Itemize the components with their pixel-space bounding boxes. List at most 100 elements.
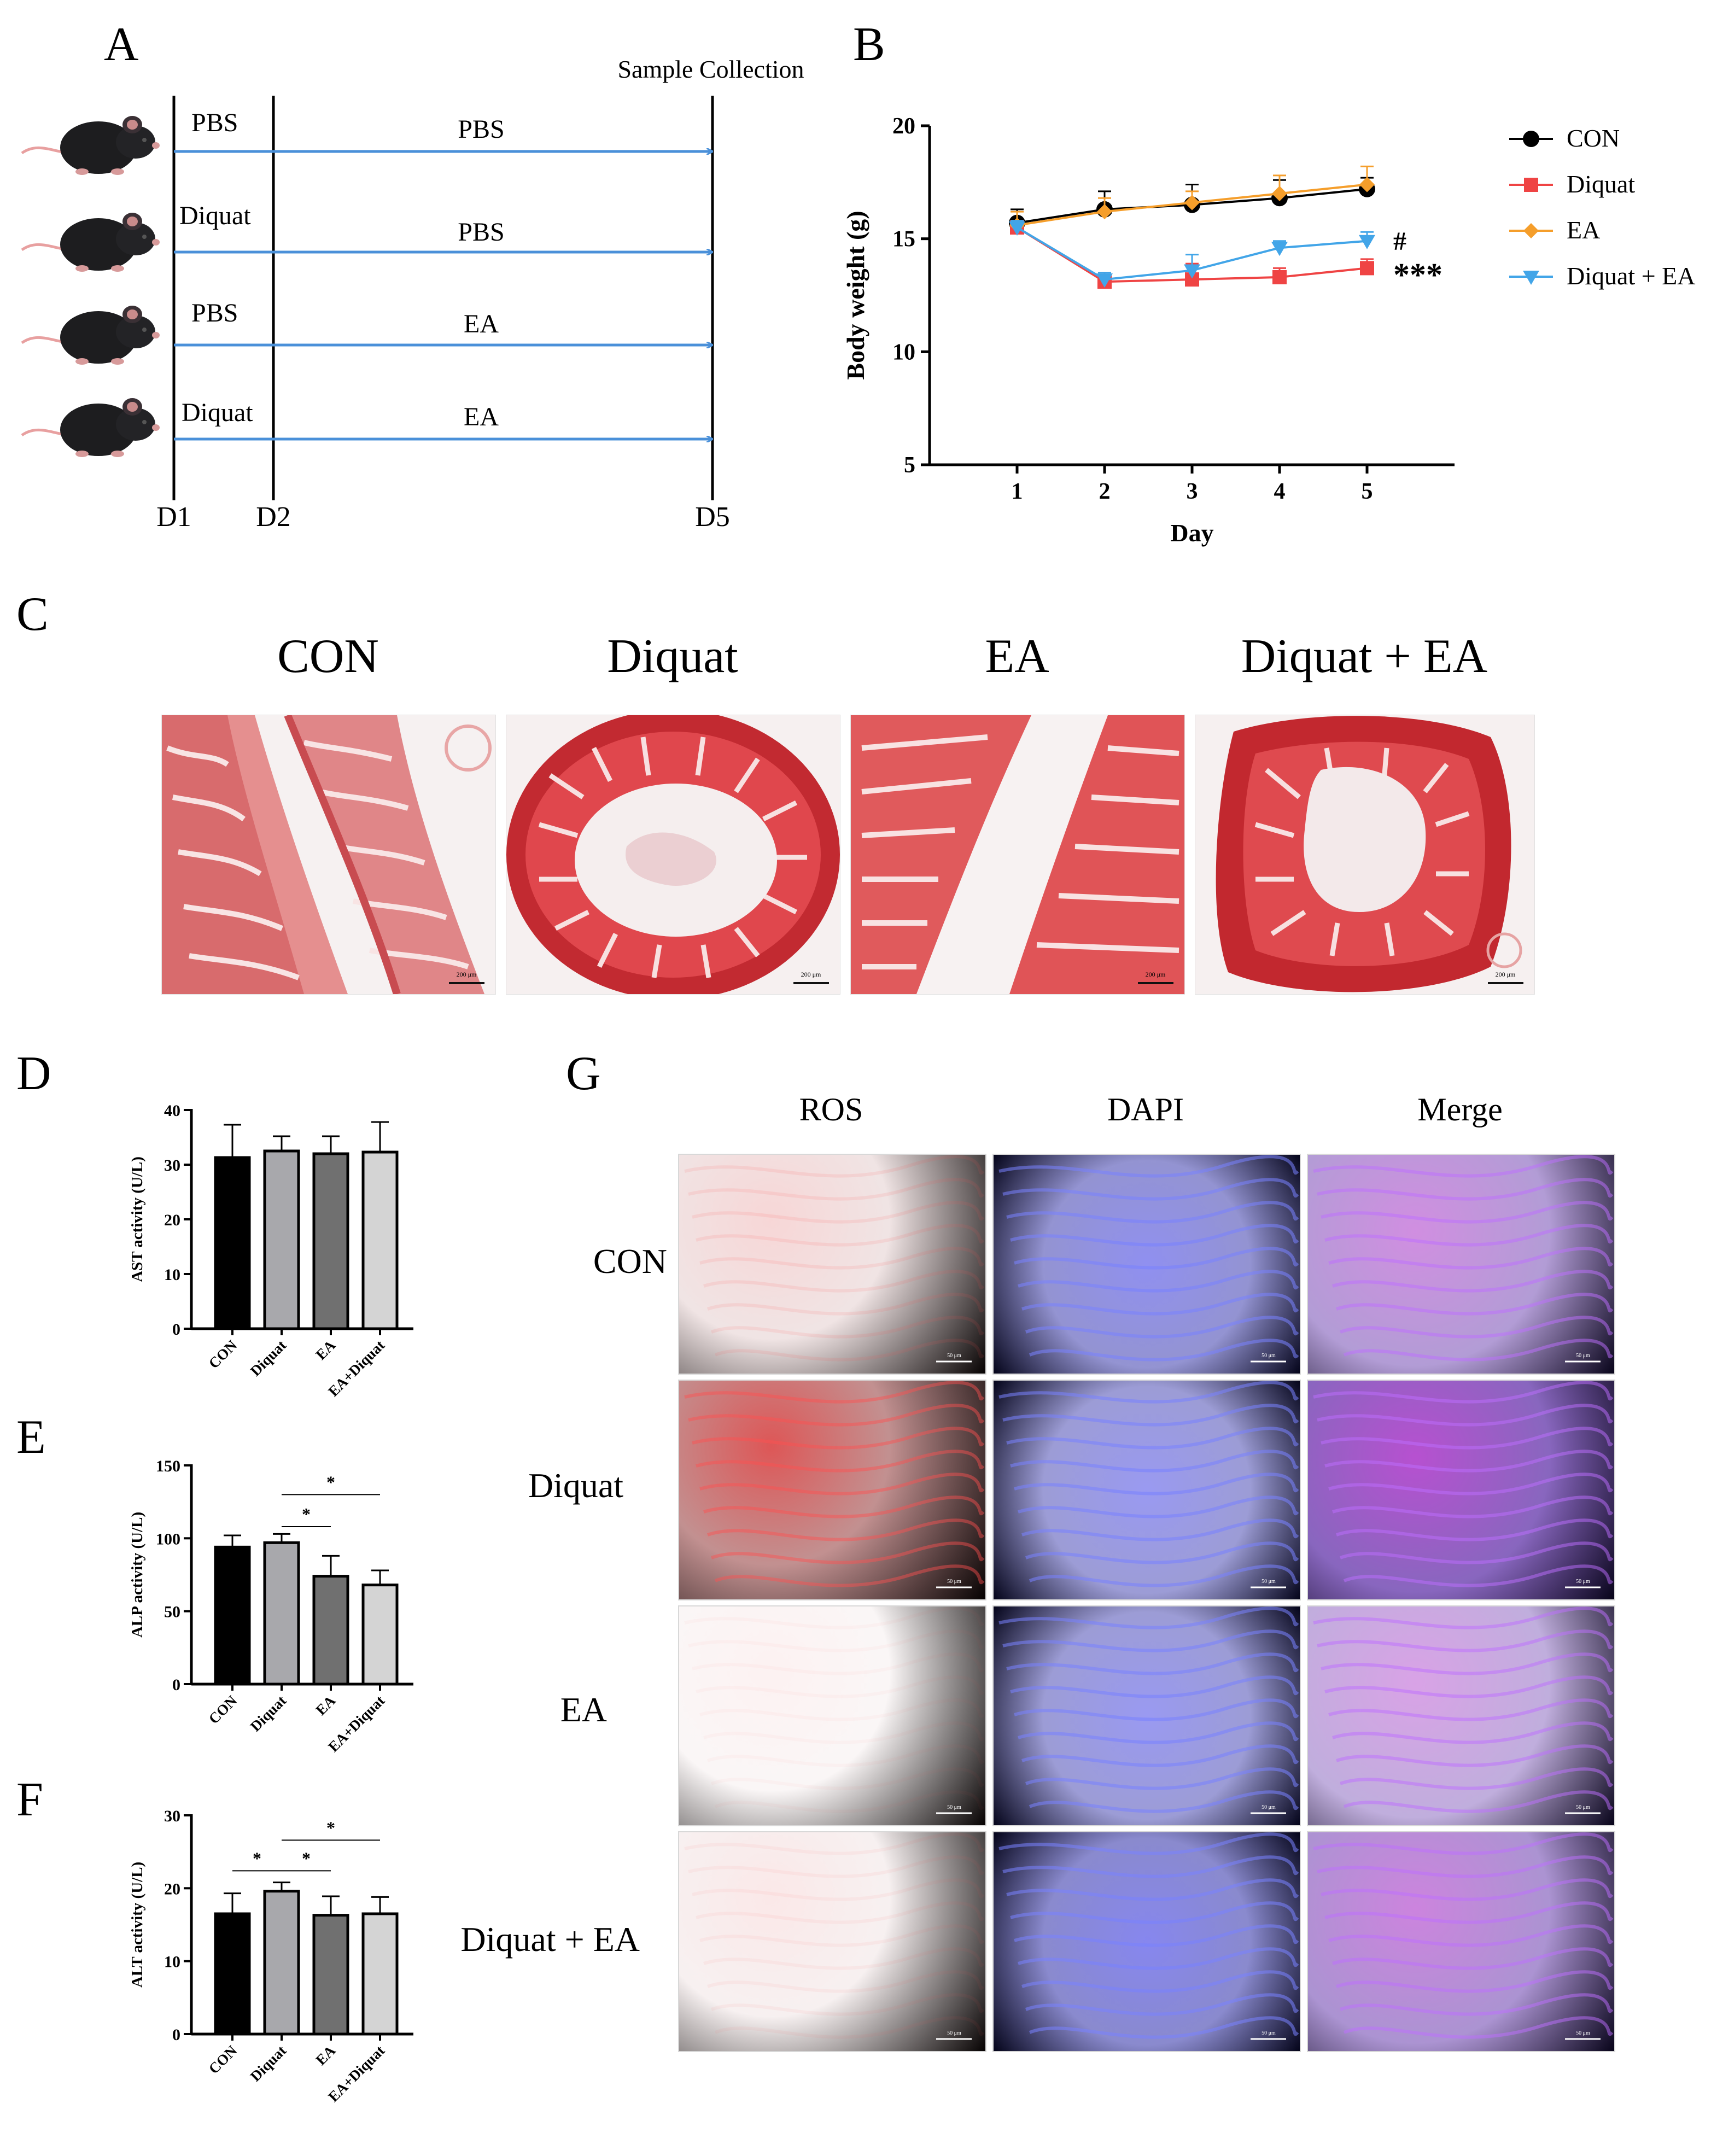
panel-label-g: G xyxy=(566,1047,601,1100)
x-tick-label: CON xyxy=(206,1692,241,1727)
legend-label: CON xyxy=(1567,124,1620,152)
data-point xyxy=(1184,264,1200,279)
y-tick-label: 30 xyxy=(164,1807,180,1825)
fluor-row-con: CON xyxy=(593,1242,667,1281)
fluor-tile-dapi: 50 μm xyxy=(992,1380,1301,1600)
tissue-fold xyxy=(1021,1970,1299,1993)
scale-bar-label: 50 μm xyxy=(1262,1804,1276,1810)
scale-bar-label: 50 μm xyxy=(947,1353,961,1359)
tissue-fold xyxy=(696,1450,985,1473)
tissue-fold xyxy=(1324,1224,1614,1247)
data-point xyxy=(1272,270,1287,284)
y-tick-label: 40 xyxy=(164,1102,180,1120)
tissue-fold xyxy=(703,1495,985,1518)
tissue-fold xyxy=(688,1631,983,1650)
tissue-fold xyxy=(1018,1947,1299,1970)
annotation-hash: # xyxy=(1393,227,1406,256)
he-image-diquat-ea: 200 μm xyxy=(1195,715,1535,995)
tissue-fold xyxy=(1025,1767,1299,1790)
tissue-fold xyxy=(1006,1201,1299,1224)
y-tick-label: 0 xyxy=(172,1676,180,1694)
scale-bar-label: 50 μm xyxy=(1262,2030,1276,2036)
panel-label-e: E xyxy=(16,1411,46,1464)
data-point xyxy=(1009,221,1025,236)
tissue-fold xyxy=(704,1723,983,1742)
tissue-fold xyxy=(710,1993,985,2016)
mouse-icon xyxy=(22,116,160,175)
tissue-fold xyxy=(692,1201,985,1224)
tissue-fold xyxy=(1029,1790,1299,1813)
svg-text:200 μm: 200 μm xyxy=(801,971,821,978)
data-point xyxy=(1271,242,1288,256)
tissue-fold xyxy=(710,1541,985,1564)
body-weight-chart: 5 10 15 20 1 2 3 4 5 Day Body weight (g) #*** CON Diq… xyxy=(842,114,1695,547)
y-tick-label: 10 xyxy=(164,1266,180,1284)
tissue-fold xyxy=(1018,1495,1299,1518)
tissue-fold xyxy=(1025,1316,1299,1339)
he-label-ea: EA xyxy=(985,630,1049,683)
tissue-fold xyxy=(692,1654,983,1673)
fluor-tile-ros: 50 μm xyxy=(678,1605,986,1826)
data-point xyxy=(1184,195,1200,211)
annotation-stars: *** xyxy=(1393,256,1442,293)
y-axis-title: ALT activity (U/L) xyxy=(129,1862,146,1988)
svg-text:200 μm: 200 μm xyxy=(457,971,477,978)
tissue-fold xyxy=(1006,1652,1299,1675)
tissue-fold xyxy=(1021,1744,1299,1767)
y-tick-label: 20 xyxy=(164,1880,180,1898)
bar-ea-diquat xyxy=(361,1150,399,1330)
panel-label-d: D xyxy=(16,1047,51,1100)
tissue-fold xyxy=(1029,1564,1299,1587)
tissue-fold xyxy=(1332,1495,1614,1518)
tissue-fold xyxy=(1324,1675,1614,1698)
tissue-fold xyxy=(1021,1293,1299,1316)
timeline-schematic: Sample Collection PBS PBS Diquat PBS PBS… xyxy=(0,55,804,533)
he-label-diquat: Diquat xyxy=(607,630,738,683)
tissue-fold xyxy=(1343,1339,1614,1362)
x-tick-label: Diquat xyxy=(247,2042,289,2084)
tissue-fold xyxy=(696,1901,985,1924)
data-point xyxy=(1272,186,1287,201)
y-tick-label: 10 xyxy=(164,1953,180,1971)
tissue-fold xyxy=(688,1404,985,1427)
he-labels-row: CON Diquat EA Diquat + EA xyxy=(161,629,1534,683)
scale-bar-label: 50 μm xyxy=(1262,1353,1276,1359)
tissue-fold xyxy=(1021,1518,1299,1541)
tissue-fold xyxy=(1006,1427,1299,1450)
tissue-fold xyxy=(696,1677,983,1696)
legend-label: EA xyxy=(1567,216,1600,244)
bar-ea xyxy=(312,1152,349,1330)
row3-first-label: PBS xyxy=(191,299,238,328)
panel-label-a: A xyxy=(104,18,139,71)
significance-star: * xyxy=(253,1848,261,1868)
fluorescence-grid: 50 μm 50 μm 50 μm 50 μm 50 μm 50 μm 50 μm 50 μm… xyxy=(678,1154,1615,2060)
scale-bar-label: 50 μm xyxy=(1576,2030,1590,2036)
tissue-fold xyxy=(1313,1381,1614,1404)
he-image-ea: 200 μm xyxy=(850,715,1185,995)
bar-diquat xyxy=(263,1149,300,1330)
data-point xyxy=(1097,204,1112,220)
tissue-fold xyxy=(1006,1878,1299,1901)
tissue-fold xyxy=(1321,1201,1614,1224)
tissue-fold xyxy=(707,1293,985,1316)
bar-con xyxy=(214,1912,251,2036)
tissue-fold xyxy=(1025,1541,1299,1564)
tissue-fold xyxy=(1336,1293,1614,1316)
tissue-fold xyxy=(699,1473,985,1495)
bar-ea-diquat xyxy=(361,1584,399,1686)
data-point xyxy=(1360,261,1374,276)
tissue-fold xyxy=(1317,1629,1614,1652)
tissue-fold xyxy=(1018,1270,1299,1293)
tissue-fold xyxy=(714,2016,985,2039)
tissue-fold xyxy=(1328,1473,1614,1495)
tissue-fold xyxy=(711,1769,983,1788)
series-ea xyxy=(1009,165,1375,233)
row2-second-label: PBS xyxy=(458,218,504,247)
x-tick-label: CON xyxy=(206,1337,241,1372)
bar-con xyxy=(214,1545,251,1686)
tissue-fold xyxy=(1029,2016,1299,2039)
x-tick-label: EA xyxy=(313,1692,339,1719)
data-point xyxy=(1096,273,1113,288)
tissue-fold xyxy=(1014,1698,1299,1721)
tissue-fold xyxy=(1010,1675,1299,1698)
